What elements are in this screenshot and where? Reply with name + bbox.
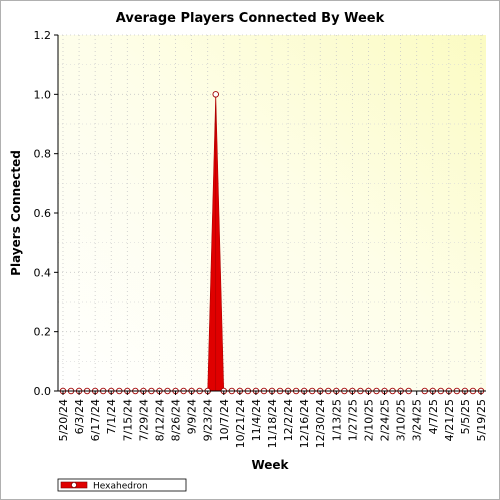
x-tick-label: 5/5/25 (459, 399, 472, 434)
x-tick-label: 6/3/24 (73, 399, 86, 434)
series-area (207, 94, 225, 392)
y-tick-label: 0.6 (34, 207, 52, 220)
x-tick-label: 2/10/25 (362, 399, 375, 441)
x-tick-label: 4/21/25 (443, 399, 456, 441)
x-tick-label: 12/16/24 (298, 399, 311, 448)
y-tick-label: 1.2 (34, 29, 52, 42)
x-tick-label: 1/27/25 (346, 399, 359, 441)
y-tick-label: 0.2 (34, 326, 52, 339)
legend: Hexahedron (57, 478, 187, 492)
y-tick-label: 0.0 (34, 385, 52, 398)
x-tick-label: 11/18/24 (266, 399, 279, 448)
x-tick-label: 9/9/24 (186, 399, 199, 434)
y-axis-label: Players Connected (9, 150, 23, 276)
x-tick-label: 1/13/25 (330, 399, 343, 441)
y-tick-label: 0.8 (34, 148, 52, 161)
x-tick-label: 7/1/24 (105, 399, 118, 434)
x-tick-label: 12/2/24 (282, 399, 295, 441)
x-axis-label: Week (251, 458, 289, 472)
legend-label: Hexahedron (93, 482, 148, 492)
x-tick-label: 9/23/24 (202, 399, 215, 441)
y-tick-label: 0.4 (34, 266, 52, 279)
legend-box (57, 478, 187, 492)
x-tick-label: 3/10/25 (395, 399, 408, 441)
x-tick-label: 3/24/25 (411, 399, 424, 441)
x-tick-label: 7/15/24 (121, 399, 134, 441)
chart-title: Average Players Connected By Week (116, 11, 385, 26)
x-tick-label: 7/29/24 (137, 399, 150, 441)
data-point (212, 91, 219, 98)
x-tick-label: 6/17/24 (89, 399, 102, 441)
y-tick-label: 1.0 (34, 88, 52, 101)
legend-marker (71, 481, 78, 488)
y-axis-ticks: 0.0 0.2 0.4 0.6 0.8 1.0 1.2 (34, 29, 58, 398)
x-tick-label: 10/21/24 (234, 399, 247, 448)
x-axis-ticks: 5/20/24 6/3/24 6/17/24 7/1/24 7/15/24 7/29/24… (57, 391, 488, 448)
x-tick-label: 11/4/24 (250, 399, 263, 441)
x-tick-label: 12/30/24 (314, 399, 327, 448)
x-tick-label: 4/7/25 (427, 399, 440, 434)
x-tick-label: 5/19/25 (475, 399, 488, 441)
grid-lines (58, 34, 486, 392)
x-tick-label: 8/26/24 (170, 399, 183, 441)
x-tick-label: 2/24/25 (379, 399, 392, 441)
x-tick-label: 5/20/24 (57, 399, 70, 441)
x-tick-label: 10/7/24 (218, 399, 231, 441)
x-tick-label: 8/12/24 (153, 399, 166, 441)
